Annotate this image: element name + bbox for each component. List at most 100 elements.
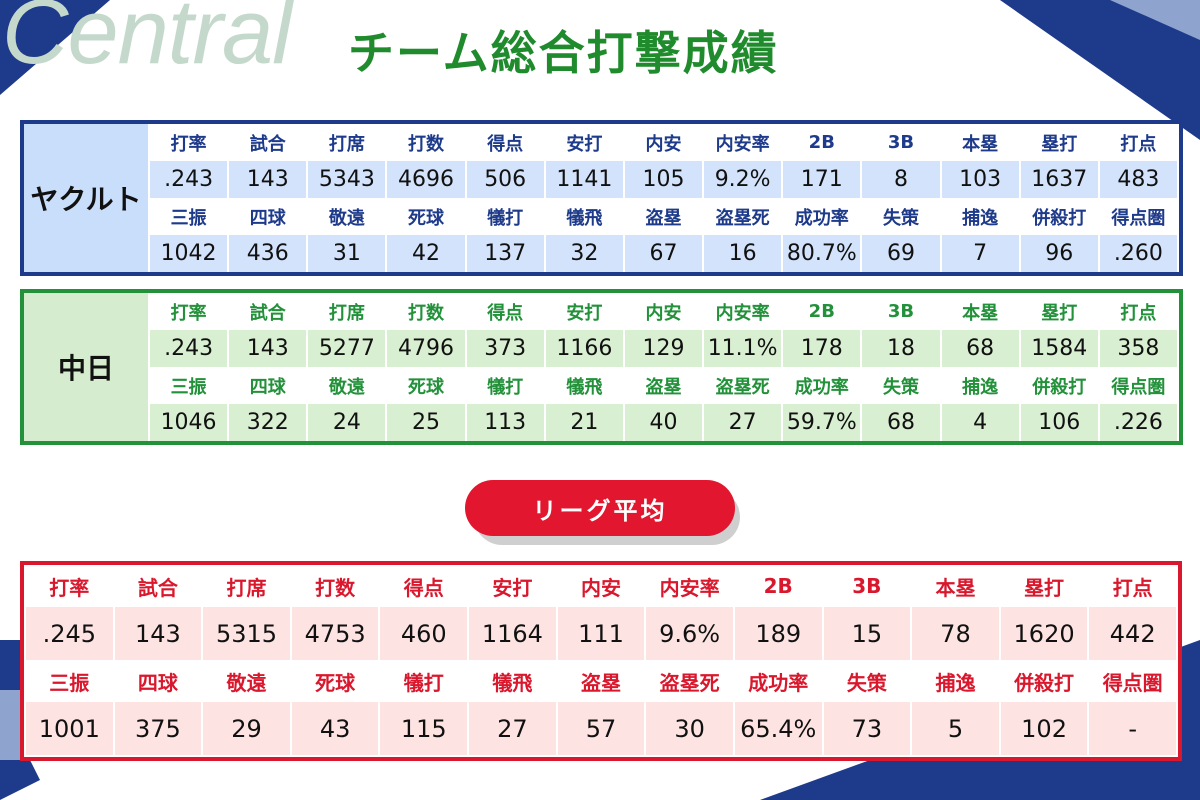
stat-value: 5277 [308,330,386,367]
stat-label: 内安 [624,124,703,161]
stat-value: 25 [387,404,465,441]
stat-value: 30 [646,702,733,755]
stat-label: 犠打 [466,198,544,235]
brand-watermark: Central [2,0,293,83]
stat-value: 129 [624,330,703,367]
stat-label: 三振 [26,660,113,702]
stat-label: 四球 [114,660,202,702]
stat-label: 内安率 [646,565,733,607]
stat-label: 四球 [229,367,307,404]
stat-value: 5343 [308,161,386,198]
stat-value: - [1089,702,1176,755]
stat-value: 1046 [150,404,228,441]
stat-label: 得点 [466,124,544,161]
stat-label: 成功率 [783,198,861,235]
stat-label: 捕逸 [941,198,1019,235]
stat-value: 7 [941,235,1019,272]
league-panel: 打率 試合 打席 打数 得点 安打 内安 内安率 2B 3B 本塁 塁打 打点 .245 143 5315 47… [20,561,1182,761]
stat-label: 得点圏 [1089,660,1176,702]
stat-label: 得点 [380,565,468,607]
stat-label: 盗塁 [624,367,703,404]
stat-value: 113 [466,404,544,441]
stat-value: 143 [229,161,307,198]
stat-label: 犠飛 [545,367,623,404]
stat-value: 9.2% [704,161,782,198]
stat-value: 1164 [469,607,556,660]
stat-label: 捕逸 [912,660,999,702]
stat-label: 3B [862,124,940,161]
stat-value: 105 [624,161,703,198]
stat-label: 死球 [387,367,465,404]
stat-value: 1584 [1020,330,1098,367]
stat-label: 試合 [114,565,202,607]
team-panel-chunichi: 中日 打率 試合 打席 打数 得点 安打 内安 内安率 2B 3B 本塁 塁打 打点 .243 143 527… [20,289,1183,445]
stat-value: 102 [1000,702,1088,755]
stat-label: 安打 [469,565,556,607]
stat-value: 106 [1020,404,1098,441]
stat-label: 敬遠 [308,367,386,404]
stat-value: 68 [862,404,940,441]
stat-label: 打席 [203,565,290,607]
stat-value: 436 [229,235,307,272]
stat-label: 打席 [308,124,386,161]
stat-value: 4753 [291,607,379,660]
stat-value: 189 [734,607,822,660]
stat-value: 65.4% [734,702,822,755]
stat-label: 試合 [229,293,307,330]
stat-label: 併殺打 [1020,367,1098,404]
stat-label: 内安 [557,565,645,607]
stat-label: 四球 [229,198,307,235]
stat-label: 併殺打 [1000,660,1088,702]
stat-value: 18 [862,330,940,367]
league-stats-grid: 打率 試合 打席 打数 得点 安打 内安 内安率 2B 3B 本塁 塁打 打点 .245 143 5315 47… [24,565,1178,757]
stat-label: 三振 [150,198,228,235]
stat-label: 犠飛 [469,660,556,702]
stat-label: 本塁 [912,565,999,607]
stat-label: 盗塁死 [704,367,782,404]
stat-label: 成功率 [734,660,822,702]
stat-label: 盗塁死 [646,660,733,702]
stat-label: 内安 [624,293,703,330]
stat-label: 得点圏 [1099,198,1177,235]
stat-value: 42 [387,235,465,272]
stat-label: 安打 [545,293,623,330]
stat-label: 打点 [1089,565,1176,607]
stat-label: 失策 [862,198,940,235]
stat-label: 捕逸 [941,367,1019,404]
team-name: 中日 [24,293,148,441]
stat-value: 15 [823,607,911,660]
stat-label: 打点 [1099,124,1177,161]
stat-value: 1042 [150,235,228,272]
stat-value: 68 [941,330,1019,367]
stat-label: 併殺打 [1020,198,1098,235]
stat-value: 43 [291,702,379,755]
stat-value: 103 [941,161,1019,198]
stat-value: 4696 [387,161,465,198]
stat-value: 40 [624,404,703,441]
stat-label: 本塁 [941,293,1019,330]
stat-value: 137 [466,235,544,272]
stat-value: 375 [114,702,202,755]
stats-grid: 打率 試合 打席 打数 得点 安打 内安 内安率 2B 3B 本塁 塁打 打点 .243 143 5277 47… [148,293,1179,441]
stat-value: 69 [862,235,940,272]
stat-value: 1166 [545,330,623,367]
stat-value: 460 [380,607,468,660]
stat-value: 31 [308,235,386,272]
stat-label: 塁打 [1000,565,1088,607]
stat-value: 8 [862,161,940,198]
team-panel-yakult: ヤクルト 打率 試合 打席 打数 得点 安打 内安 内安率 2B 3B 本塁 塁打 打点 .243 143 5… [20,120,1183,276]
stat-value: 111 [557,607,645,660]
stat-label: 塁打 [1020,124,1098,161]
stat-label: 敬遠 [203,660,290,702]
stat-value: 9.6% [646,607,733,660]
stat-label: 内安率 [704,293,782,330]
stat-value: 5315 [203,607,290,660]
stat-value: 57 [557,702,645,755]
stat-value: .245 [26,607,113,660]
stat-label: 3B [862,293,940,330]
stat-label: 死球 [387,198,465,235]
stat-value: 171 [783,161,861,198]
stat-value: 483 [1099,161,1177,198]
stat-label: 打数 [387,124,465,161]
stats-grid: 打率 試合 打席 打数 得点 安打 内安 内安率 2B 3B 本塁 塁打 打点 .243 143 5343 46… [148,124,1179,272]
